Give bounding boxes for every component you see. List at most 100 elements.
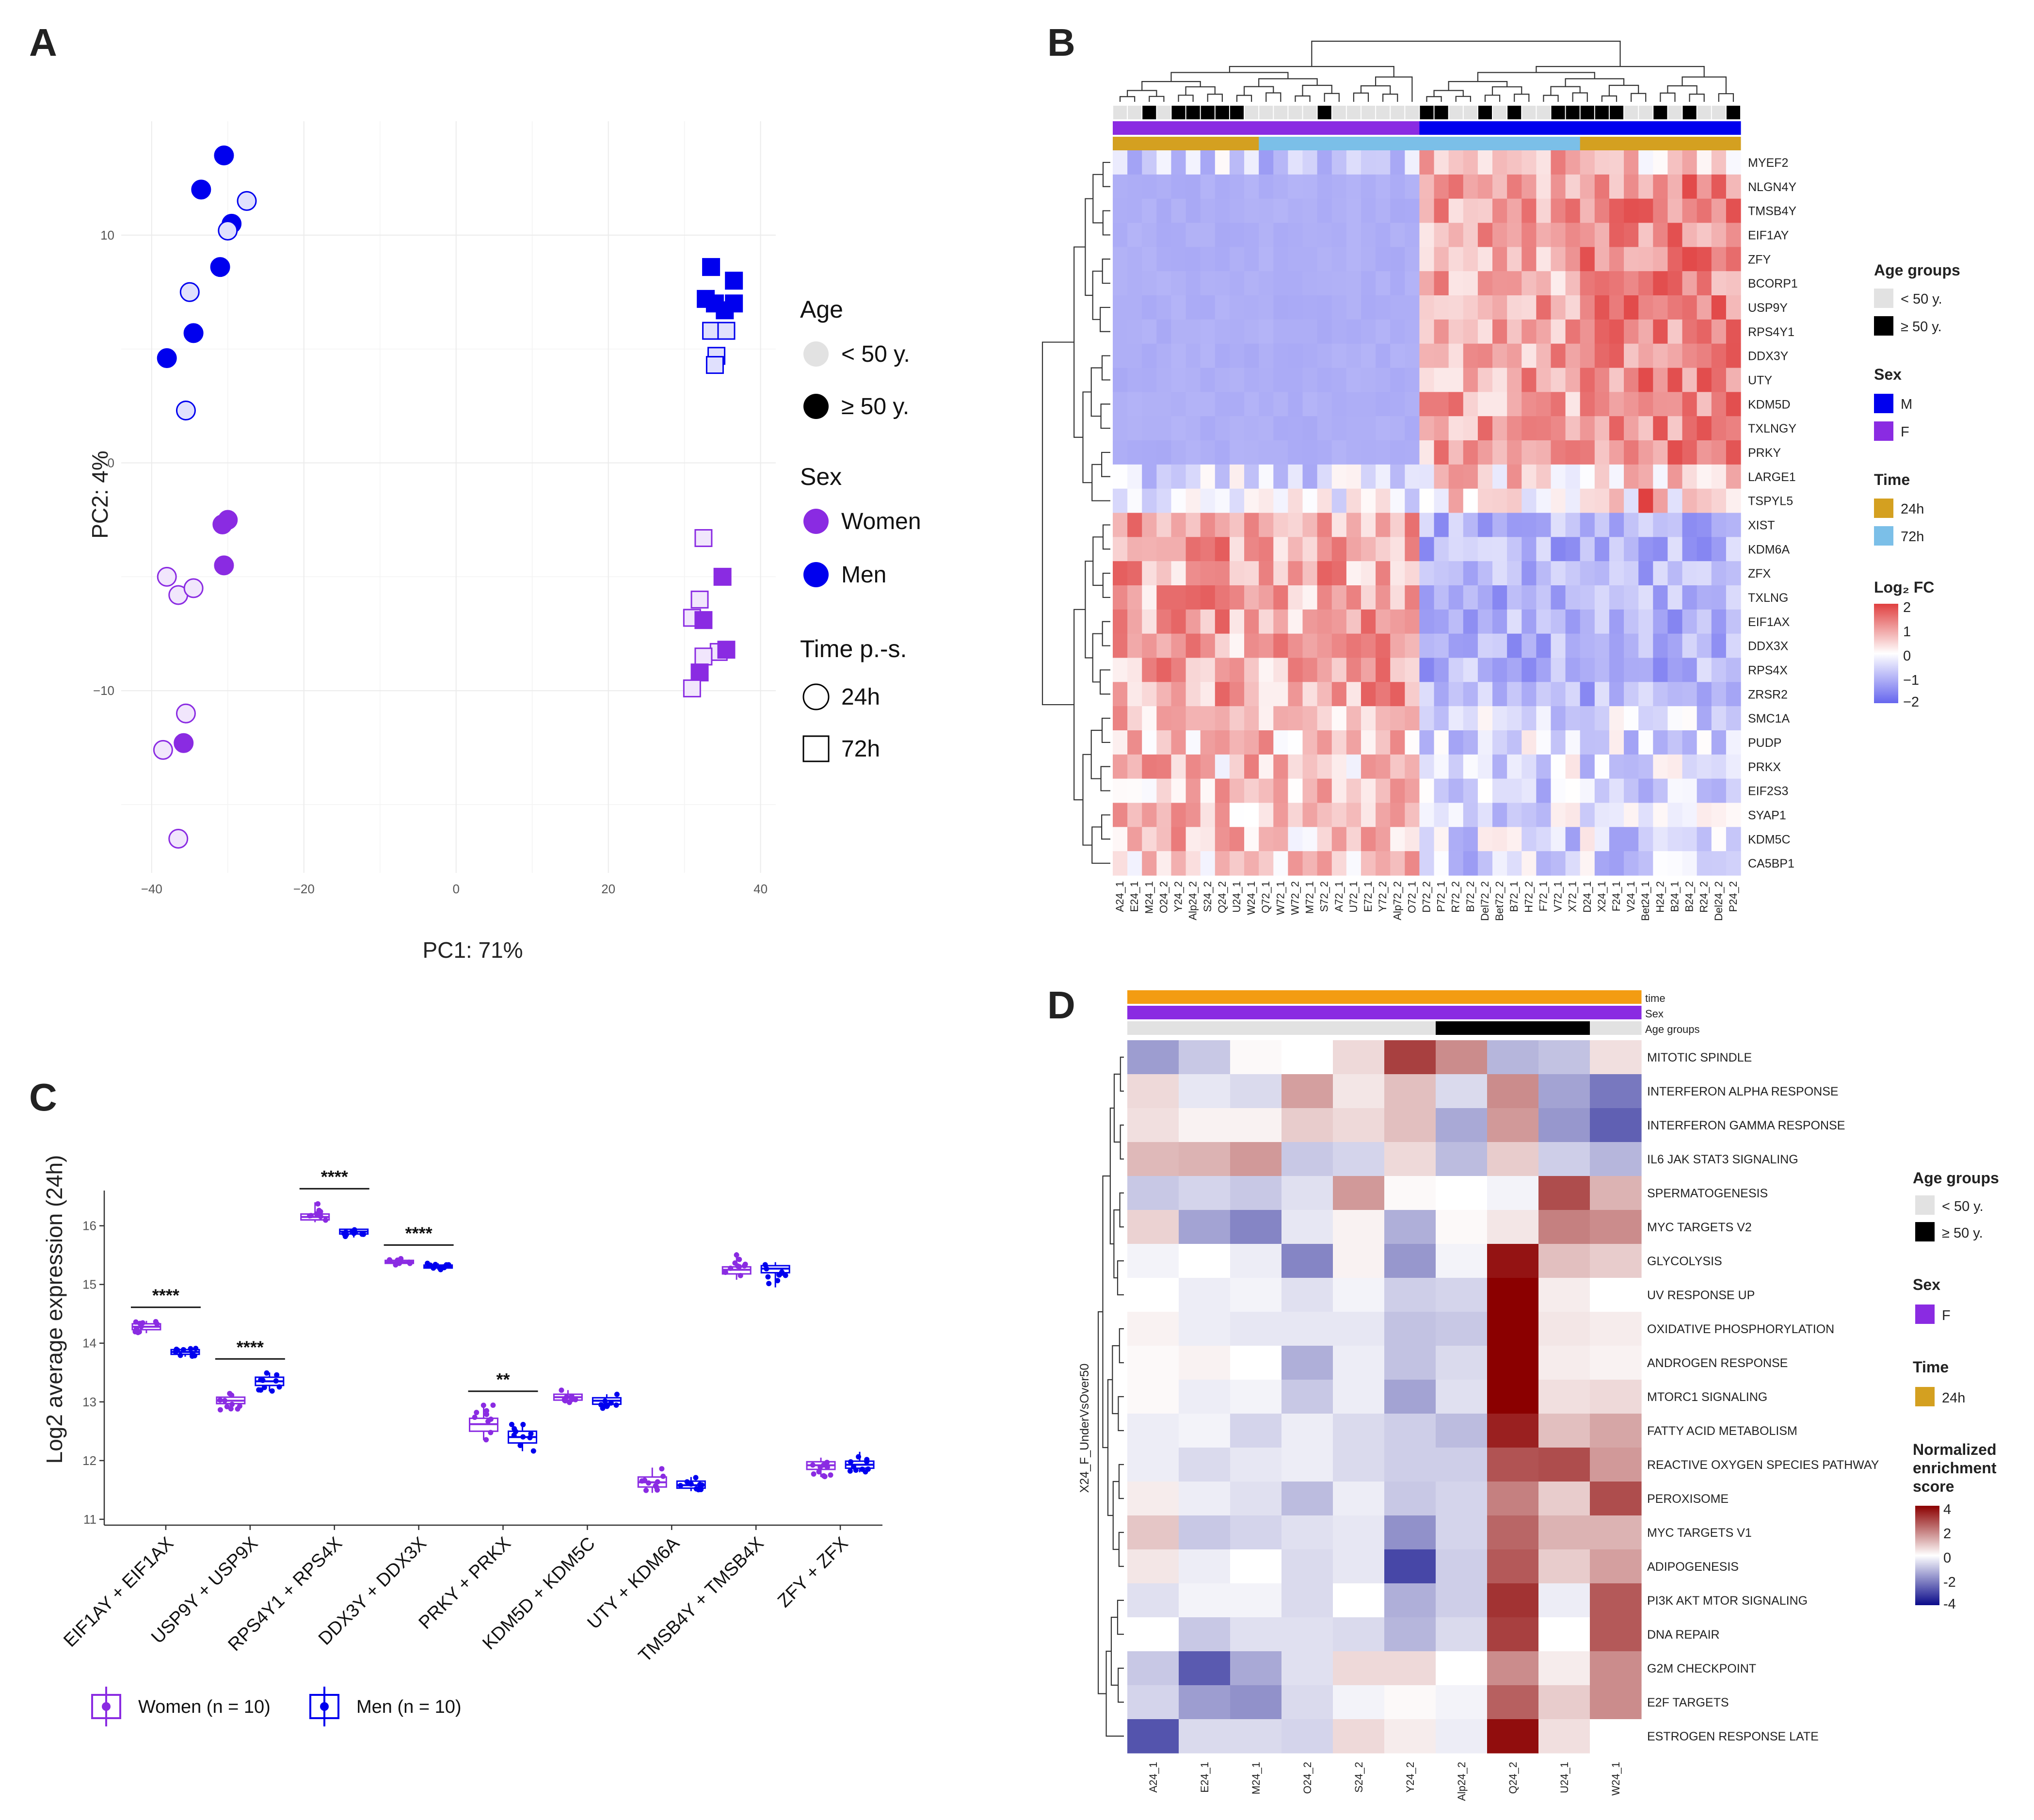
heatmap-d-cell: [1384, 1448, 1436, 1482]
heatmap-b-cell: [1405, 730, 1420, 755]
heatmap-b-cell: [1536, 585, 1552, 610]
heatmap-d-cell: [1487, 1719, 1539, 1754]
heatmap-b-cell: [1156, 368, 1172, 392]
heatmap-b-cell: [1507, 392, 1522, 417]
heatmap-d-cell: [1590, 1142, 1642, 1176]
heatmap-b-cell: [1229, 682, 1245, 707]
heatmap-b-cell: [1653, 271, 1668, 296]
heatmap-d-sex-cell: [1281, 1006, 1333, 1019]
heatmap-d-row-label: G2M CHECKPOINT: [1647, 1662, 1756, 1675]
heatmap-b-cell: [1376, 585, 1391, 610]
heatmap-b-cell: [1507, 537, 1522, 562]
heatmap-b-cell: [1346, 633, 1361, 659]
heatmap-b-cell: [1653, 513, 1668, 537]
pca-point: [702, 322, 721, 340]
heatmap-d-cell: [1230, 1414, 1282, 1448]
heatmap-b-cell: [1171, 706, 1186, 731]
heatmap-b-cell: [1361, 295, 1376, 320]
boxplot-point: [732, 1260, 738, 1266]
dendrogram-branch: [1631, 93, 1647, 102]
heatmap-b-cell: [1448, 730, 1464, 755]
heatmap-d-column-label: A24_1: [1147, 1762, 1159, 1793]
heatmap-b-cell: [1405, 295, 1420, 320]
heatmap-b-cell: [1259, 319, 1274, 344]
heatmap-b-cell: [1697, 223, 1712, 247]
heatmap-b-cell: [1536, 706, 1552, 731]
heatmap-b-cell: [1507, 488, 1522, 514]
heatmap-d-cell: [1436, 1414, 1488, 1448]
heatmap-b-time-cell: [1156, 137, 1171, 150]
heatmap-b-cell: [1302, 609, 1318, 634]
heatmap-b-cell: [1259, 537, 1274, 562]
heatmap-d-cell: [1179, 1244, 1231, 1278]
heatmap-b-cell: [1463, 778, 1478, 804]
heatmap-b-cell: [1156, 537, 1172, 562]
heatmap-d-cell: [1436, 1583, 1488, 1618]
heatmap-b-cell: [1185, 827, 1201, 852]
heatmap-b-cell: [1229, 706, 1245, 731]
boxplot-point: [655, 1487, 660, 1493]
heatmap-b-age-cell: [1128, 106, 1142, 119]
heatmap-b-cell: [1142, 537, 1157, 562]
heatmap-b-cell: [1477, 754, 1493, 779]
heatmap-d-cell: [1538, 1583, 1590, 1618]
heatmap-b-cell: [1259, 585, 1274, 610]
dendrogram-branch: [1102, 524, 1110, 550]
legend-men: Men (n = 10): [356, 1697, 462, 1717]
boxplot-point: [387, 1257, 393, 1263]
heatmap-b-cell: [1711, 658, 1727, 682]
heatmap-b-cell: [1536, 754, 1552, 779]
heatmap-b-cell: [1288, 416, 1303, 441]
heatmap-b-cell: [1448, 368, 1464, 392]
heatmap-b-cell: [1229, 730, 1245, 755]
heatmap-d-row-label: E2F TARGETS: [1647, 1696, 1729, 1709]
heatmap-b-cell: [1113, 440, 1128, 465]
dendrogram-branch: [1484, 95, 1501, 102]
heatmap-d-cell: [1384, 1617, 1436, 1652]
heatmap-b-cell: [1273, 392, 1288, 417]
heatmap-b-cell: [1463, 658, 1478, 682]
heatmap-b-cell: [1317, 561, 1332, 586]
heatmap-b-cell: [1726, 223, 1741, 247]
heatmap-b-cell: [1113, 513, 1128, 537]
boxplot-point: [643, 1487, 649, 1493]
heatmap-b-cell: [1127, 730, 1142, 755]
boxplot-point: [520, 1434, 526, 1440]
heatmap-d-cell: [1538, 1346, 1590, 1380]
heatmap-b-cell: [1288, 754, 1303, 779]
heatmap-b-time-cell: [1667, 137, 1683, 150]
heatmap-d-cell: [1281, 1312, 1333, 1346]
pca-point: [716, 301, 734, 320]
heatmap-b-cell: [1726, 247, 1741, 272]
heatmap-b-cell: [1521, 319, 1537, 344]
heatmap-b-sex-cell: [1565, 121, 1581, 135]
b-legend-time-title: Time: [1874, 471, 1910, 488]
heatmap-b-cell: [1419, 247, 1435, 272]
heatmap-b-cell: [1594, 827, 1610, 852]
heatmap-b-cell: [1200, 537, 1216, 562]
heatmap-d-cell: [1384, 1278, 1436, 1312]
heatmap-b-cell: [1711, 174, 1727, 199]
heatmap-b-cell: [1346, 658, 1361, 682]
heatmap-b-cell: [1127, 368, 1142, 392]
heatmap-d-cell: [1179, 1515, 1231, 1550]
heatmap-b-cell: [1448, 416, 1464, 441]
heatmap-d-cell: [1590, 1617, 1642, 1652]
heatmap-b-cell: [1376, 730, 1391, 755]
boxplot-point: [258, 1377, 264, 1383]
heatmap-b-cell: [1507, 198, 1522, 224]
heatmap-b-cell: [1638, 803, 1653, 827]
heatmap-b-cell: [1142, 488, 1157, 514]
heatmap-b-cell: [1200, 247, 1216, 272]
heatmap-b-column-label: B24_2: [1683, 881, 1696, 912]
heatmap-b-row-label: TXLNGY: [1748, 422, 1796, 435]
heatmap-b-age-cell: [1639, 106, 1653, 119]
heatmap-d-row-label: PI3K AKT MTOR SIGNALING: [1647, 1594, 1808, 1608]
heatmap-b-cell: [1434, 658, 1449, 682]
dendrogram-branch: [1092, 536, 1103, 586]
pca-point: [176, 401, 196, 421]
heatmap-b-cell: [1331, 247, 1347, 272]
heatmap-d-column-label: M24_1: [1250, 1762, 1262, 1794]
heatmap-b-cell: [1317, 416, 1332, 441]
heatmap-b-cell: [1521, 754, 1537, 779]
